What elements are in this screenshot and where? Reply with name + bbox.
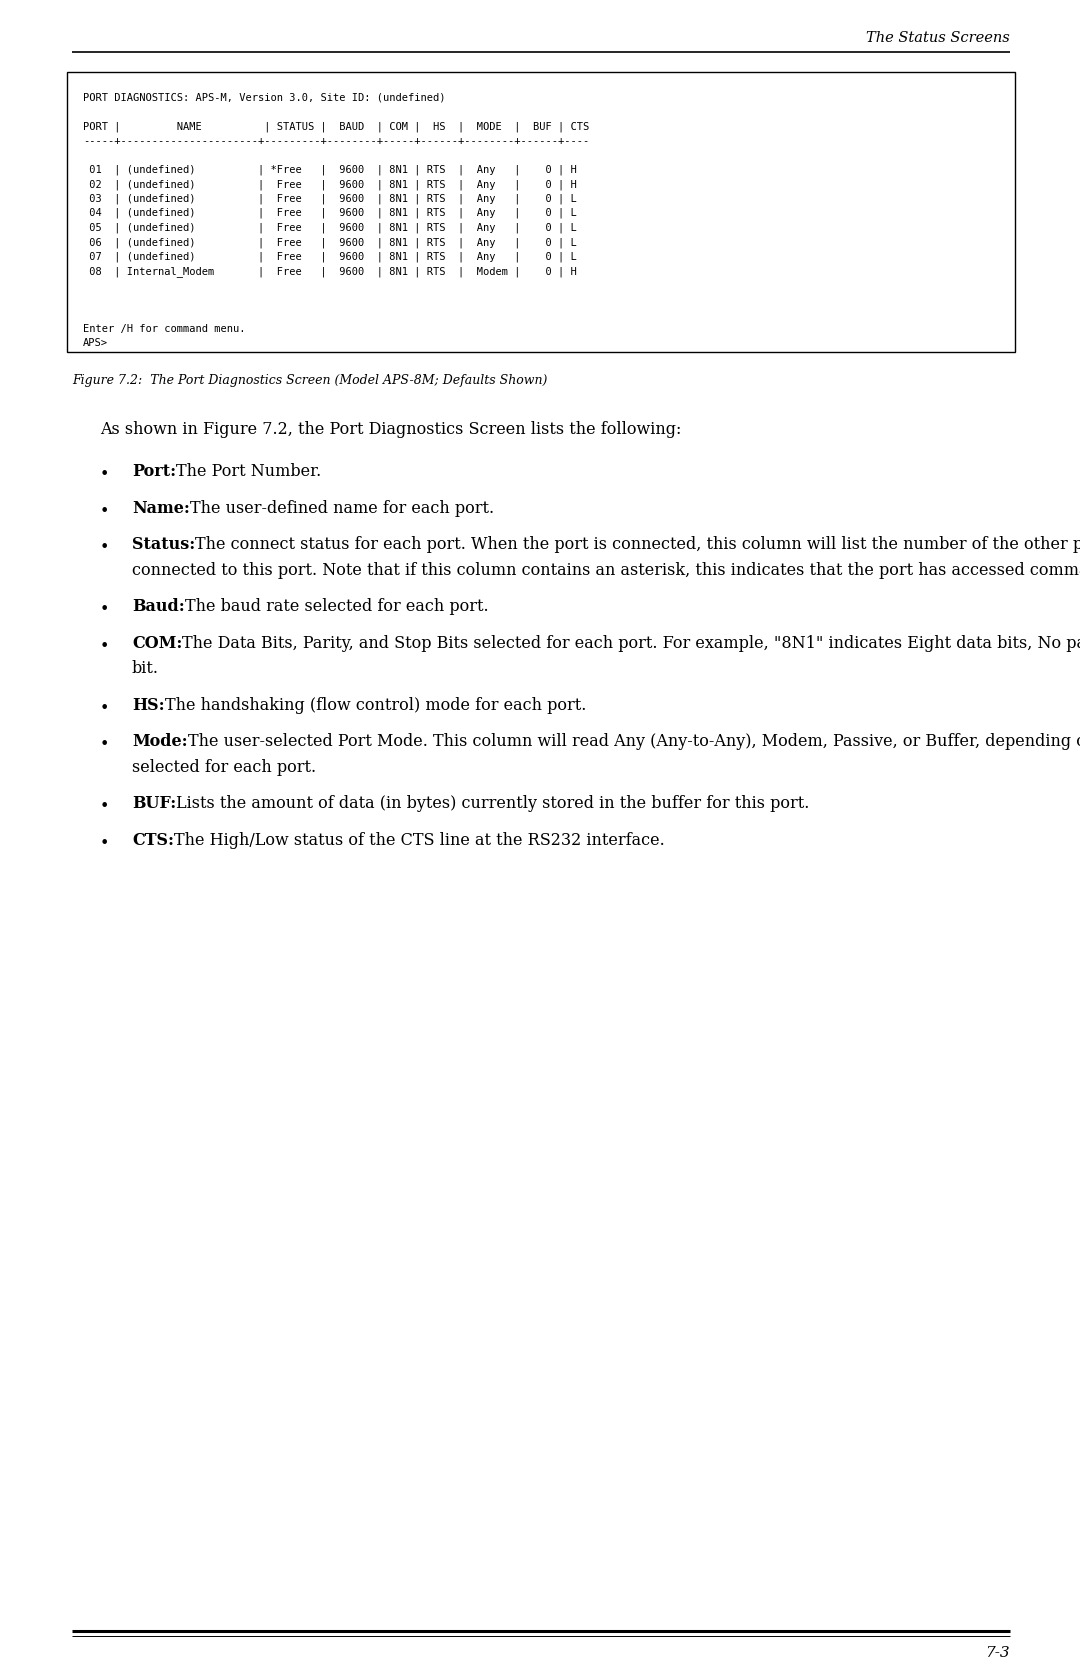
Text: bit.: bit. xyxy=(132,659,159,678)
Text: Port:: Port: xyxy=(132,462,176,481)
Text: The handshaking (flow control) mode for each port.: The handshaking (flow control) mode for … xyxy=(164,696,586,714)
Text: Figure 7.2:  The Port Diagnostics Screen (Model APS-8M; Defaults Shown): Figure 7.2: The Port Diagnostics Screen … xyxy=(72,374,548,387)
Text: 07  | (undefined)          |  Free   |  9600  | 8N1 | RTS  |  Any   |    0 | L: 07 | (undefined) | Free | 9600 | 8N1 | R… xyxy=(83,252,577,262)
Text: connected to this port. Note that if this column contains an asterisk, this indi: connected to this port. Note that if thi… xyxy=(132,561,1080,579)
Text: COM:: COM: xyxy=(132,634,183,651)
Text: •: • xyxy=(100,798,109,814)
Text: 01  | (undefined)          | *Free   |  9600  | 8N1 | RTS  |  Any   |    0 | H: 01 | (undefined) | *Free | 9600 | 8N1 | … xyxy=(83,165,577,175)
Text: •: • xyxy=(100,638,109,654)
Text: •: • xyxy=(100,466,109,482)
Text: 03  | (undefined)          |  Free   |  9600  | 8N1 | RTS  |  Any   |    0 | L: 03 | (undefined) | Free | 9600 | 8N1 | R… xyxy=(83,194,577,204)
Text: PORT DIAGNOSTICS: APS-M, Version 3.0, Site ID: (undefined): PORT DIAGNOSTICS: APS-M, Version 3.0, Si… xyxy=(83,92,446,102)
Text: Name:: Name: xyxy=(132,499,190,516)
Text: As shown in Figure 7.2, the Port Diagnostics Screen lists the following:: As shown in Figure 7.2, the Port Diagnos… xyxy=(100,421,681,437)
Text: The user-selected Port Mode. This column will read Any (Any-to-Any), Modem, Pass: The user-selected Port Mode. This column… xyxy=(188,733,1080,749)
Text: PORT |         NAME          | STATUS |  BAUD  | COM |  HS  |  MODE  |  BUF | CT: PORT | NAME | STATUS | BAUD | COM | HS |… xyxy=(83,120,590,132)
Text: BUF:: BUF: xyxy=(132,794,176,813)
Text: •: • xyxy=(100,601,109,618)
Text: •: • xyxy=(100,502,109,519)
Text: The High/Low status of the CTS line at the RS232 interface.: The High/Low status of the CTS line at t… xyxy=(174,831,665,848)
Text: 06  | (undefined)          |  Free   |  9600  | 8N1 | RTS  |  Any   |    0 | L: 06 | (undefined) | Free | 9600 | 8N1 | R… xyxy=(83,237,577,247)
Text: 05  | (undefined)          |  Free   |  9600  | 8N1 | RTS  |  Any   |    0 | L: 05 | (undefined) | Free | 9600 | 8N1 | R… xyxy=(83,222,577,234)
Text: 02  | (undefined)          |  Free   |  9600  | 8N1 | RTS  |  Any   |    0 | H: 02 | (undefined) | Free | 9600 | 8N1 | R… xyxy=(83,179,577,190)
Text: The baud rate selected for each port.: The baud rate selected for each port. xyxy=(185,598,488,614)
Text: CTS:: CTS: xyxy=(132,831,174,848)
Text: Status:: Status: xyxy=(132,536,195,552)
Text: Baud:: Baud: xyxy=(132,598,185,614)
Text: 04  | (undefined)          |  Free   |  9600  | 8N1 | RTS  |  Any   |    0 | L: 04 | (undefined) | Free | 9600 | 8N1 | R… xyxy=(83,209,577,219)
Text: -----+----------------------+---------+--------+-----+------+--------+------+---: -----+----------------------+---------+-… xyxy=(83,135,590,145)
Text: The Port Number.: The Port Number. xyxy=(176,462,322,481)
Text: HS:: HS: xyxy=(132,696,164,714)
Text: 7-3: 7-3 xyxy=(985,1646,1010,1661)
Text: The connect status for each port. When the port is connected, this column will l: The connect status for each port. When t… xyxy=(195,536,1080,552)
Text: The Status Screens: The Status Screens xyxy=(866,32,1010,45)
Text: Lists the amount of data (in bytes) currently stored in the buffer for this port: Lists the amount of data (in bytes) curr… xyxy=(176,794,810,813)
Text: Mode:: Mode: xyxy=(132,733,188,749)
Text: selected for each port.: selected for each port. xyxy=(132,758,316,776)
Text: •: • xyxy=(100,699,109,716)
FancyBboxPatch shape xyxy=(67,72,1015,352)
Text: •: • xyxy=(100,539,109,556)
Text: The Data Bits, Parity, and Stop Bits selected for each port. For example, "8N1" : The Data Bits, Parity, and Stop Bits sel… xyxy=(183,634,1080,651)
Text: 08  | Internal_Modem       |  Free   |  9600  | 8N1 | RTS  |  Modem |    0 | H: 08 | Internal_Modem | Free | 9600 | 8N1 … xyxy=(83,265,577,277)
Text: APS>: APS> xyxy=(83,339,108,349)
Text: The user-defined name for each port.: The user-defined name for each port. xyxy=(190,499,494,516)
Text: •: • xyxy=(100,736,109,753)
Text: Enter /H for command menu.: Enter /H for command menu. xyxy=(83,324,245,334)
Text: •: • xyxy=(100,834,109,851)
